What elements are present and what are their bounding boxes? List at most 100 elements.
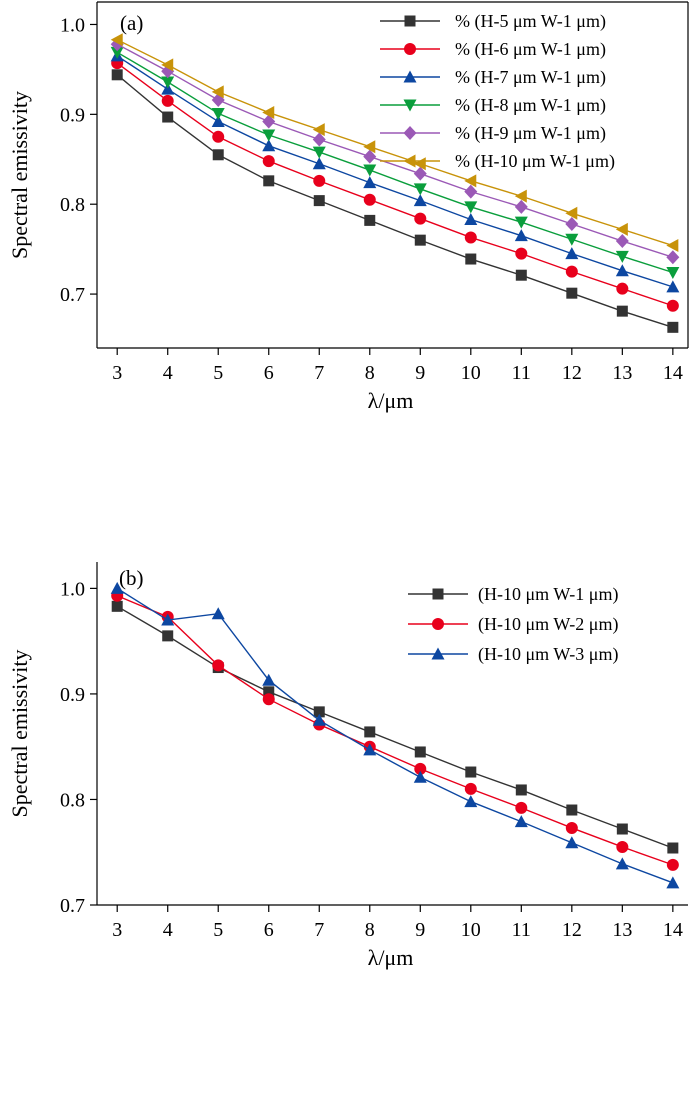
legend-label: % (H-5 μm W-1 μm) [455,11,606,32]
data-point [364,214,376,226]
data-point [161,76,175,89]
data-point [363,743,377,756]
y-tick-label: 0.8 [60,194,85,216]
x-tick-label: 9 [415,919,425,941]
x-tick-label: 4 [163,919,173,941]
chart-panel-2: 3 4 5 6 7 8 9 10 11 12 13 14 0.7 0.8 0.9 1.0 λ/μm Spectra… [7,562,688,970]
data-point [263,175,275,187]
data-point [413,194,427,207]
data-point [464,231,477,244]
data-point [514,199,528,214]
data-point [211,107,225,120]
data-point [514,189,527,203]
x-tick-label: 11 [512,919,531,941]
legend-entry: (H-10 μm W-3 μm) [408,644,618,665]
data-point [465,253,477,265]
data-point [666,858,679,871]
data-point [363,193,376,206]
data-point [363,140,376,154]
series-line [116,39,674,247]
legend-entry: % (H-6 μm W-1 μm) [380,39,606,60]
data-point [464,795,478,808]
series-line [116,55,674,288]
data-point [667,842,679,854]
data-point [666,280,680,293]
data-point [262,693,275,706]
x-tick-label: 10 [461,362,481,384]
series-line [116,595,674,866]
legend-label: % (H-10 μm W-1 μm) [455,151,615,172]
x-tick-label: 7 [314,362,324,384]
x-tick-label: 8 [365,919,375,941]
x-axis-title: λ/μm [368,388,414,413]
data-point [666,250,680,265]
data-point [565,206,578,220]
data-point [565,821,578,834]
legend-label: (H-10 μm W-1 μm) [478,584,618,605]
legend-entry: (H-10 μm W-1 μm) [408,584,618,605]
y-tick-label: 0.9 [60,104,85,126]
legend-marker [432,618,444,630]
data-point [565,247,579,260]
data-point [565,836,579,849]
x-axis-title: λ/μm [368,945,414,970]
data-point [111,69,123,81]
x-tick-label: 5 [213,919,223,941]
data-point [515,784,527,796]
series-line [116,74,674,328]
x-tick-label: 13 [612,919,632,941]
data-point [363,164,377,177]
legend-entry: % (H-8 μm W-1 μm) [380,95,606,116]
data-point [262,129,276,142]
data-point [161,613,175,626]
panel-label: (b) [119,566,144,590]
data-point [313,706,325,718]
data-point [565,216,579,231]
data-point [666,299,679,312]
data-point [464,782,477,795]
legend-marker [403,126,417,140]
data-point [262,114,276,129]
y-tick-label: 1.0 [60,14,85,36]
data-point [110,46,124,59]
legend-label: % (H-7 μm W-1 μm) [455,67,606,88]
data-point [616,823,628,835]
data-point [566,804,578,816]
series-line [116,43,674,258]
chart-panel-1: 3 4 5 6 7 8 9 10 11 12 13 14 0.7 0.8 0.9 1.0 λ/μm Spectra… [7,1,689,413]
data-point [413,166,427,181]
data-point [615,857,629,870]
data-point [616,840,629,853]
x-tick-label: 14 [663,919,683,941]
series-1 [111,600,679,854]
data-point [566,287,578,299]
data-point [514,229,528,242]
y-tick-label: 1.0 [60,578,85,600]
x-tick-label: 5 [213,362,223,384]
series-line [116,587,674,884]
data-point [515,269,527,281]
data-point [162,630,174,642]
data-point [515,801,528,814]
data-point [262,106,275,120]
data-point [211,607,225,620]
series-3 [110,581,680,889]
y-tick-label: 0.9 [60,684,85,706]
data-point [666,239,679,253]
legend-marker [403,70,417,83]
series-3 [110,49,680,293]
data-point [515,247,528,260]
x-tick-label: 12 [562,919,582,941]
panel-label: (a) [120,11,143,35]
data-point [110,33,123,47]
data-point [263,686,275,698]
data-point [666,267,680,280]
data-point [364,726,376,738]
data-point [212,659,225,672]
data-point [565,233,579,246]
data-point [615,264,629,277]
x-tick-label: 14 [663,362,683,384]
legend-entry: % (H-10 μm W-1 μm) [380,151,615,172]
legend-label: % (H-8 μm W-1 μm) [455,95,606,116]
